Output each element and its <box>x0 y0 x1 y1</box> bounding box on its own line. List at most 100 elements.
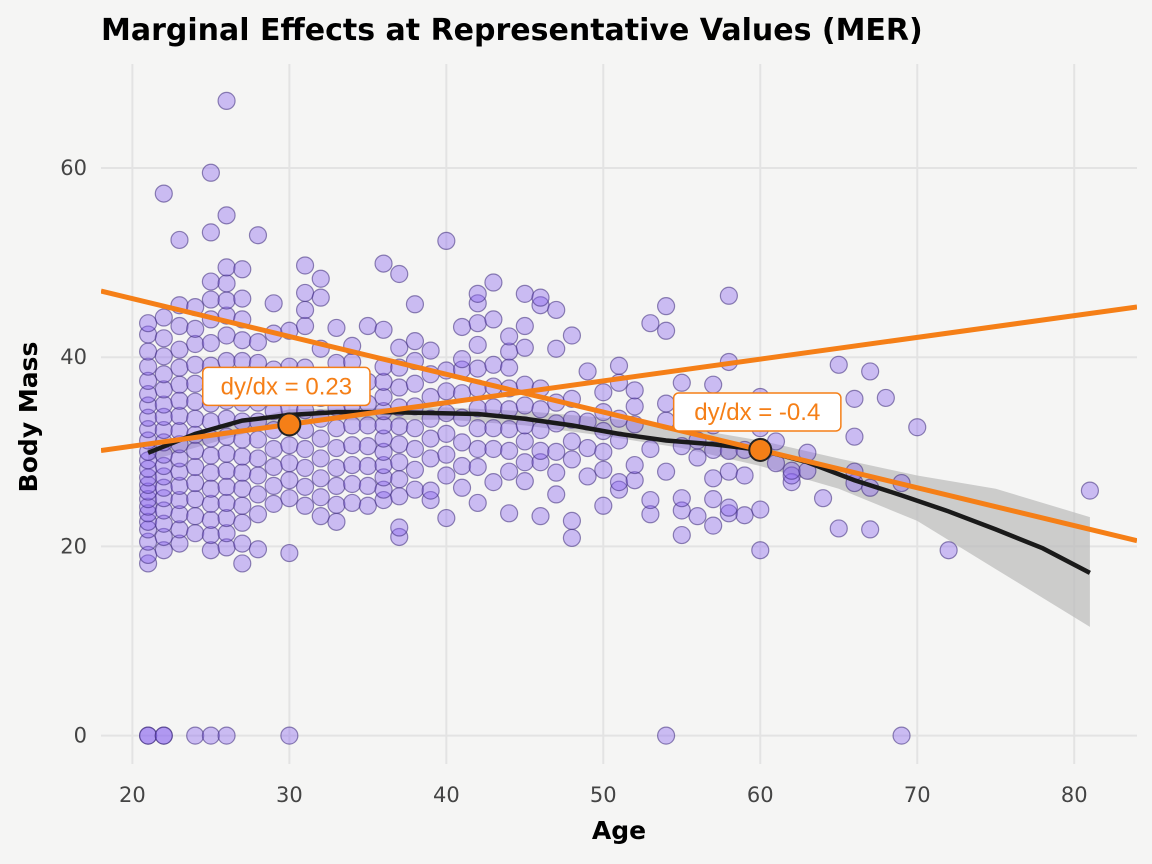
data-point <box>672 501 691 520</box>
data-point <box>751 500 770 519</box>
data-point <box>170 476 189 495</box>
data-point <box>170 520 189 539</box>
data-point <box>625 471 644 490</box>
data-point <box>311 269 330 288</box>
data-point <box>264 457 283 477</box>
data-point <box>672 525 691 545</box>
tangent-line-2 <box>101 288 1137 544</box>
data-point <box>484 310 503 329</box>
data-point <box>688 507 707 526</box>
data-point <box>500 358 519 377</box>
data-point <box>233 554 252 573</box>
chart-title: Marginal Effects at Representative Value… <box>101 13 923 48</box>
y-tick-label: 0 <box>74 724 87 748</box>
data-point <box>625 381 644 400</box>
data-point <box>170 358 189 377</box>
data-point <box>295 300 315 320</box>
data-point <box>421 429 440 448</box>
data-point <box>405 332 425 351</box>
data-point <box>1080 481 1100 500</box>
data-point <box>594 496 613 515</box>
data-point <box>437 466 456 485</box>
data-point <box>154 347 173 366</box>
data-point <box>719 462 738 481</box>
data-point <box>531 420 550 440</box>
data-point <box>311 507 330 526</box>
data-point <box>562 450 582 469</box>
data-point <box>641 505 660 524</box>
data-point <box>515 472 534 491</box>
data-point <box>248 540 268 559</box>
data-point <box>154 541 173 560</box>
data-point <box>295 458 315 478</box>
fit-curve-layer <box>147 409 1091 575</box>
data-point <box>201 479 220 498</box>
x-tick-label: 50 <box>590 783 617 807</box>
data-point <box>138 475 158 495</box>
data-point <box>484 355 503 374</box>
data-point <box>374 320 393 339</box>
data-point <box>452 433 472 452</box>
data-point <box>217 326 236 345</box>
data-point <box>233 513 252 532</box>
scatter-points <box>138 91 1100 745</box>
data-point <box>813 489 833 508</box>
data-point <box>201 446 220 465</box>
x-tick-label: 30 <box>276 783 303 807</box>
data-point <box>829 519 848 538</box>
data-point <box>421 449 440 468</box>
data-point <box>390 527 409 547</box>
data-point <box>625 397 644 416</box>
data-point <box>327 476 346 495</box>
tangent-line-1 <box>101 304 1137 453</box>
data-point <box>374 455 393 475</box>
data-point <box>201 290 220 309</box>
data-point <box>217 524 236 543</box>
data-point <box>138 357 158 376</box>
data-point <box>452 350 472 369</box>
data-point <box>154 365 173 384</box>
x-tick-label: 20 <box>119 783 146 807</box>
tangent-lines-layer: dy/dx = 0.23 dy/dx = -0.4 <box>101 288 1137 544</box>
data-point <box>374 254 393 273</box>
data-point <box>735 466 754 485</box>
data-point <box>468 314 487 333</box>
data-point <box>594 383 613 402</box>
data-point <box>468 457 487 477</box>
axis-ticks: 20 30 40 50 60 70 80 0 20 40 60 <box>60 156 1087 807</box>
data-point <box>468 294 487 313</box>
data-point <box>201 510 220 530</box>
data-point <box>390 264 409 284</box>
data-point <box>704 490 723 509</box>
data-point <box>719 504 738 523</box>
data-point <box>500 462 519 481</box>
data-point <box>484 419 503 438</box>
data-point <box>861 520 880 539</box>
data-point <box>390 487 409 506</box>
data-point <box>892 726 911 745</box>
data-point <box>374 387 393 407</box>
data-point <box>547 300 566 320</box>
x-axis-title: Age <box>592 816 646 845</box>
x-tick-label: 60 <box>747 783 774 807</box>
data-point <box>248 226 268 245</box>
data-point <box>186 726 205 745</box>
data-point <box>390 470 409 489</box>
data-point <box>154 726 173 745</box>
data-point <box>500 342 519 361</box>
data-point <box>154 380 173 399</box>
data-point <box>170 316 189 336</box>
data-point <box>280 471 299 490</box>
data-point <box>311 449 330 468</box>
data-point <box>484 439 503 459</box>
data-point <box>421 481 440 500</box>
tangent-label-1: dy/dx = 0.23 <box>221 373 352 400</box>
tangent-label-box-1 <box>202 366 371 407</box>
data-point <box>594 442 613 461</box>
data-point <box>217 461 236 480</box>
data-point <box>343 455 362 475</box>
data-point <box>233 331 252 350</box>
data-point <box>374 468 393 487</box>
data-point <box>170 230 189 250</box>
data-point <box>295 256 315 275</box>
